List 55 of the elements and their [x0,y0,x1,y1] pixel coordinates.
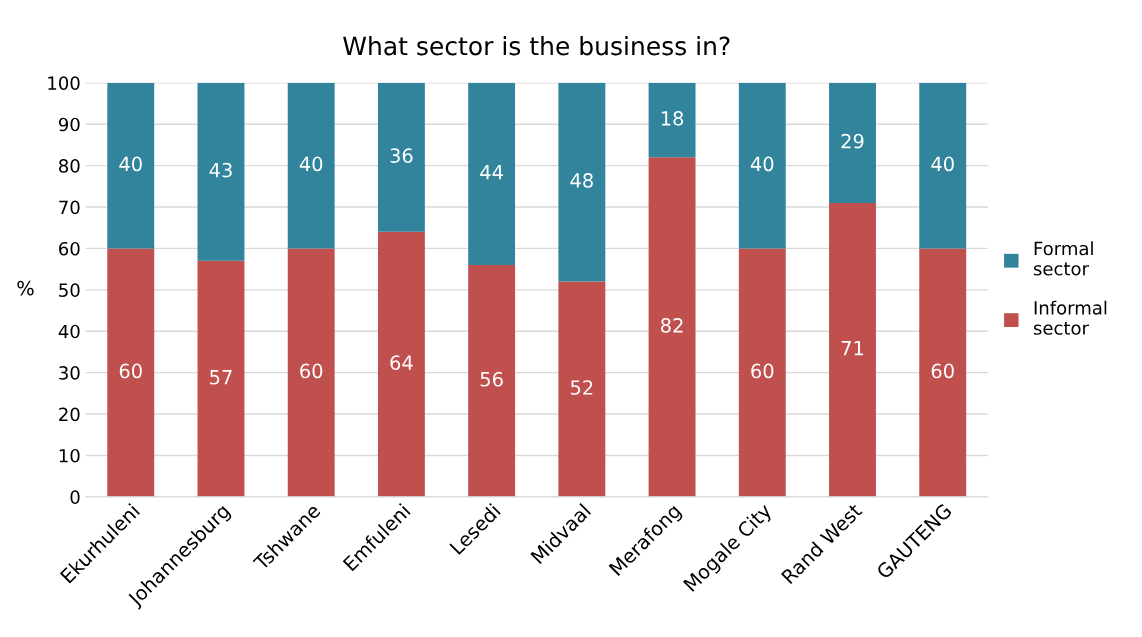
legend-label: Informal sector [1033,300,1107,335]
y-tick-label: 20 [59,407,80,422]
bar [829,202,876,497]
y-tick-label: 10 [59,448,80,463]
bar [648,157,696,497]
bar [558,281,606,497]
y-tick-label: 100 [48,76,80,90]
data-label: 60 [751,363,774,379]
data-label: 44 [480,165,503,180]
data-label: 71 [841,341,864,356]
data-label: 40 [299,156,323,172]
y-tick-label: 30 [59,366,80,380]
legend-label: Formal sector [1033,241,1093,276]
bar [648,82,696,158]
data-label: 52 [570,380,593,395]
data-label: 18 [661,111,684,126]
bar [197,260,245,497]
y-tick-label: 70 [59,200,80,215]
data-label: 60 [931,363,954,379]
bar [738,82,786,249]
data-label: 36 [390,148,413,163]
y-tick-label: 0 [70,490,80,504]
bar [468,264,516,497]
data-label: 64 [390,355,413,371]
data-label: 56 [480,371,503,387]
bar [107,82,155,249]
data-label: 57 [210,370,232,385]
y-tick-label: 90 [58,117,80,132]
y-tick-label: 40 [58,324,80,339]
bar [197,82,245,261]
bar [107,248,155,497]
data-label: 40 [931,156,954,172]
bar [738,248,786,497]
y-tick-label: 80 [59,159,80,173]
data-label: 43 [209,162,232,178]
y-axis-title: % [17,280,34,296]
bar [377,231,425,497]
bar [287,82,335,249]
bar [287,248,335,497]
data-label: 48 [570,173,593,188]
data-label: 40 [750,156,774,172]
data-label: 29 [841,133,864,149]
bar [468,82,516,265]
bar [919,82,967,249]
data-label: 60 [300,363,323,379]
data-label: 82 [661,318,683,333]
bar [919,248,967,497]
bar [558,82,606,282]
y-tick-label: 60 [59,241,80,256]
data-label: 60 [119,363,142,379]
bar [377,82,425,232]
data-label: 40 [119,156,142,172]
y-tick-label: 50 [59,283,80,297]
chart-title: What sector is the business in? [343,36,730,56]
bar [829,82,876,203]
